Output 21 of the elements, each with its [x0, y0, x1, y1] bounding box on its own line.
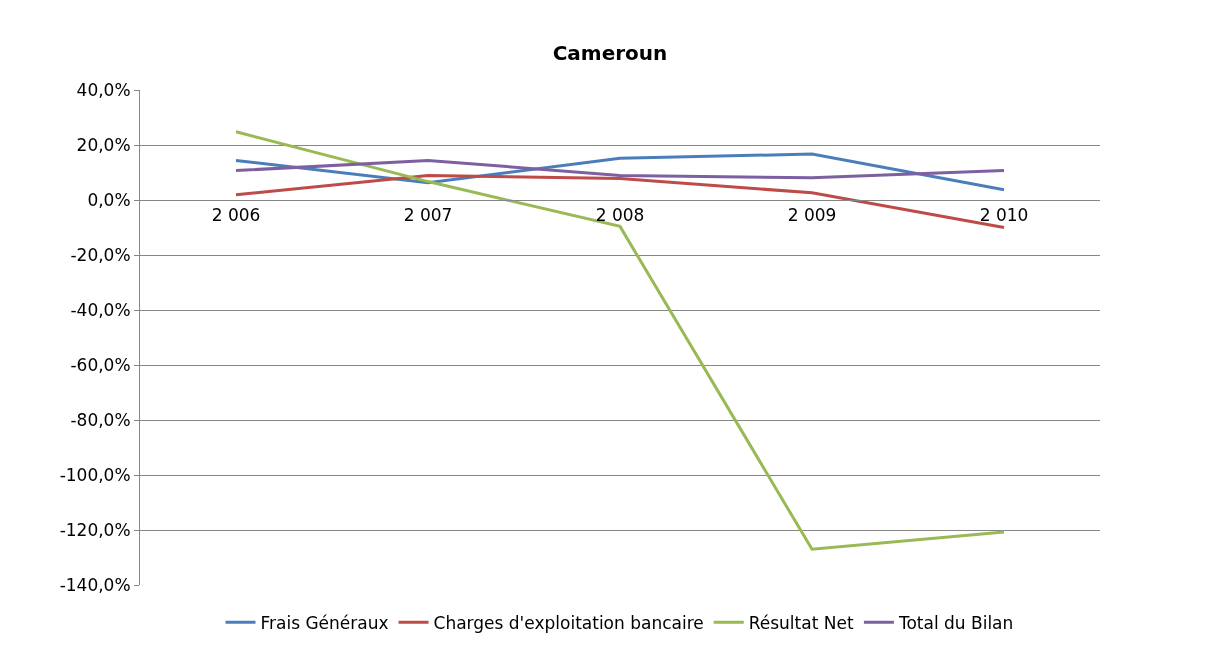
y-tick-label: -120,0%	[59, 519, 131, 540]
x-tick-label: 2 009	[787, 205, 837, 226]
y-tick-label: 40,0%	[76, 79, 131, 100]
y-tick-label: -60,0%	[70, 354, 131, 375]
x-tick-label: 2 008	[595, 205, 645, 226]
y-tick-label: -80,0%	[70, 409, 131, 430]
chart-title: Cameroun	[552, 40, 668, 65]
y-tick-label: 0,0%	[87, 189, 131, 210]
y-tick-label: -20,0%	[70, 244, 131, 265]
y-tick-label: -100,0%	[59, 464, 131, 485]
y-tick-label: 20,0%	[76, 134, 131, 155]
legend-label: Charges d'exploitation bancaire	[433, 612, 704, 633]
legend-label: Résultat Net	[748, 612, 854, 633]
legend-label: Frais Généraux	[260, 612, 389, 633]
line-series	[234, 158, 1006, 180]
legend-label: Total du Bilan	[897, 612, 1014, 633]
x-tick-label: 2 007	[403, 205, 453, 226]
x-tick-label: 2 010	[979, 205, 1029, 226]
y-tick-label: -140,0%	[59, 574, 131, 595]
x-tick-label: 2 006	[211, 205, 261, 226]
y-tick-label: -40,0%	[70, 299, 131, 320]
